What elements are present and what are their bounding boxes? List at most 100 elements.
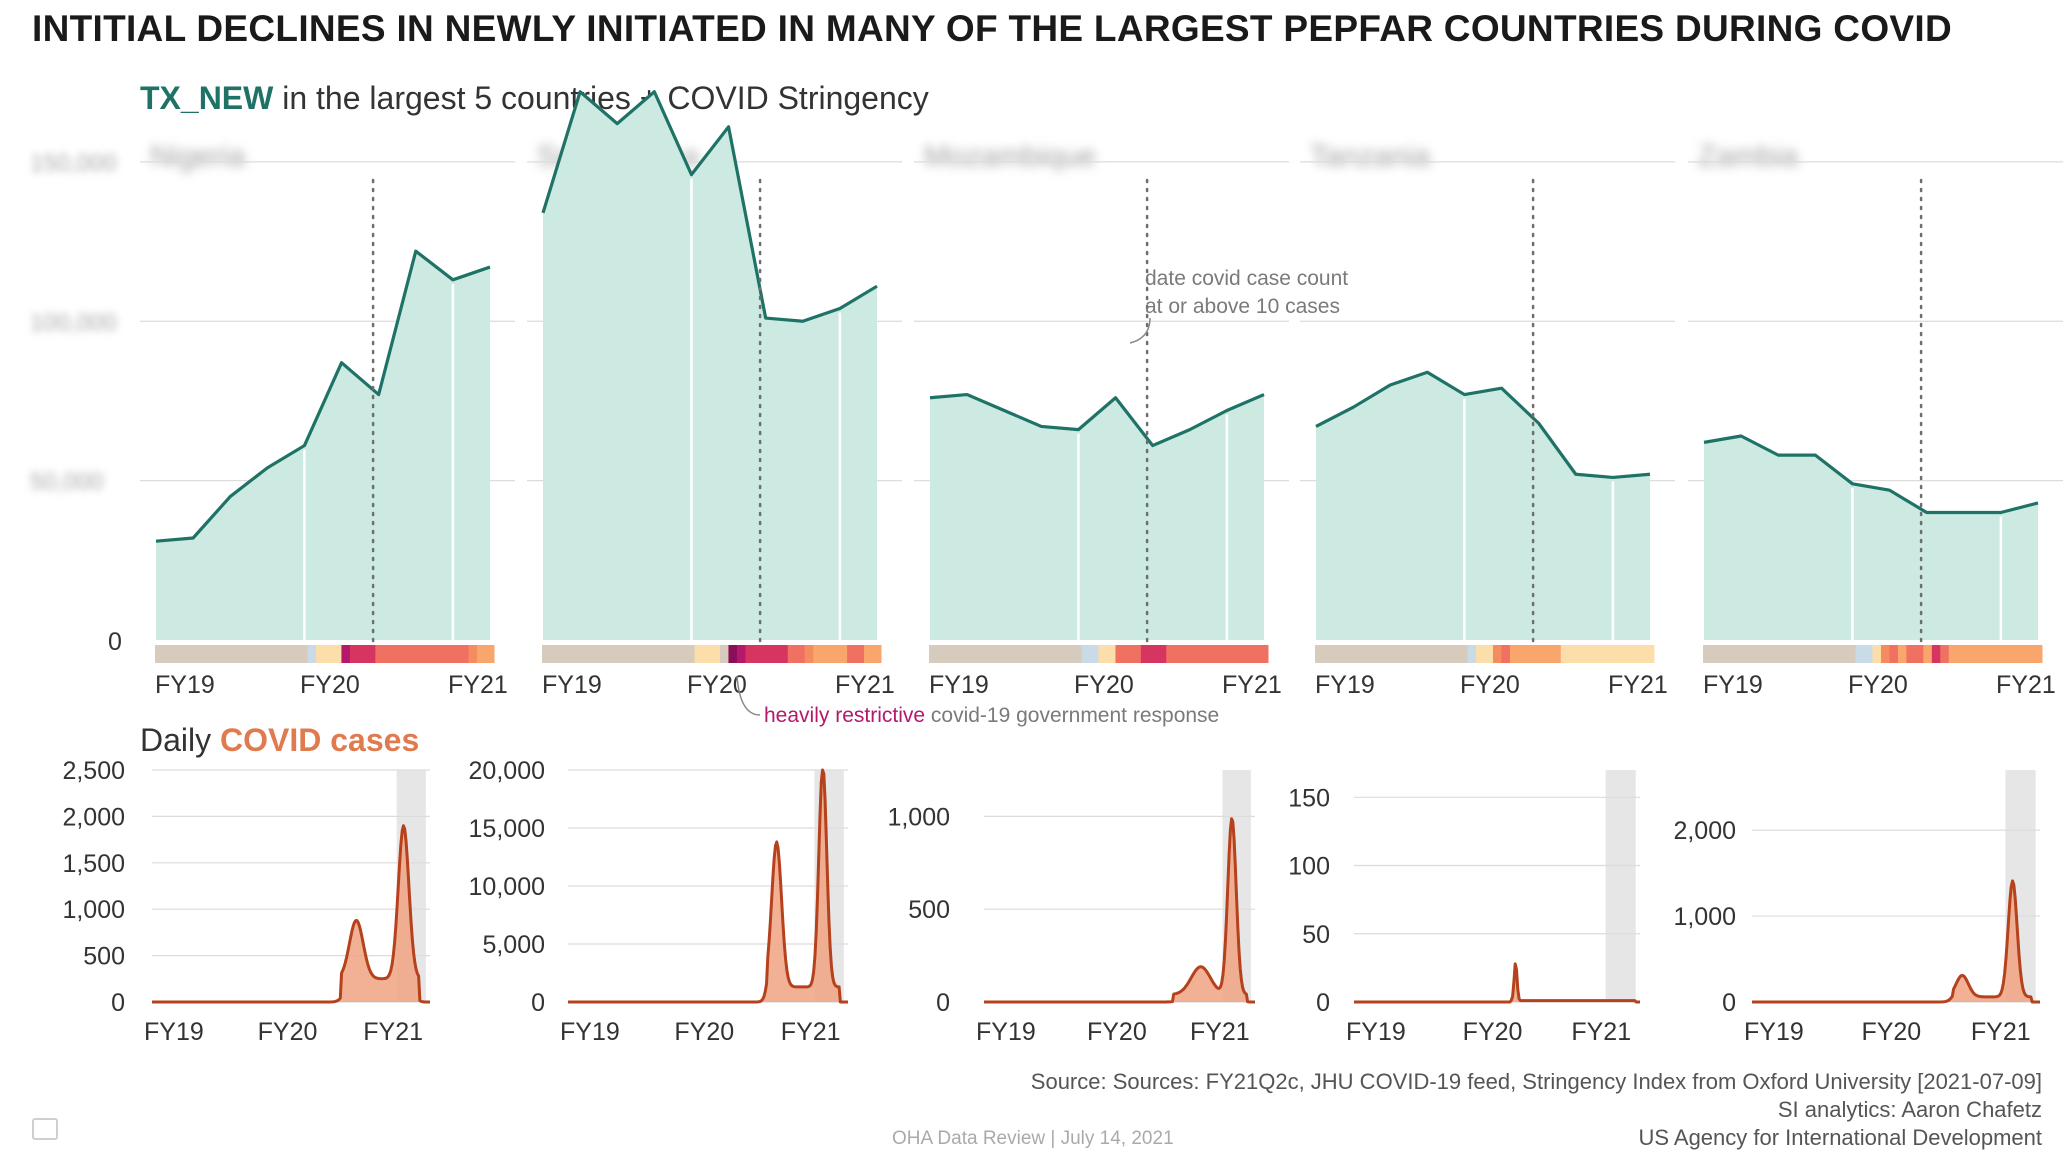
x-tick-label: FY20 xyxy=(258,1018,318,1046)
stringency-cell xyxy=(171,645,181,663)
stringency-cell xyxy=(1106,645,1116,663)
y-tick-label: 2,000 xyxy=(1673,817,1736,845)
daily-covid-subtitle: Daily COVID cases xyxy=(140,722,419,759)
stringency-cell xyxy=(2016,645,2026,663)
stringency-cell xyxy=(567,645,577,663)
stringency-cell xyxy=(703,645,712,663)
country-label: Nigeria xyxy=(150,140,245,173)
stringency-cell xyxy=(847,645,857,663)
stringency-cell xyxy=(1838,645,1848,663)
stringency-cell xyxy=(1620,645,1630,663)
stringency-annotation: heavily restrictive covid-19 government … xyxy=(764,704,1219,727)
stringency-cell xyxy=(434,645,444,663)
country-label: Mozambique xyxy=(924,140,1096,173)
y-tick-label: 50 xyxy=(1302,921,1330,949)
stringency-cell xyxy=(1753,645,1763,663)
x-tick-label: FY20 xyxy=(1074,671,1134,699)
stringency-cell xyxy=(643,645,653,663)
y-tick-label: 15,000 xyxy=(469,815,545,843)
stringency-cell xyxy=(1348,645,1358,663)
stringency-cell xyxy=(1365,645,1375,663)
y-tick-label: 100 xyxy=(1288,853,1330,881)
stringency-cell xyxy=(358,645,368,663)
stringency-cell xyxy=(686,645,696,663)
x-tick-label: FY19 xyxy=(929,671,989,699)
stringency-cell xyxy=(1923,645,1933,663)
daily-cases-area xyxy=(984,818,1255,1002)
stringency-cell xyxy=(1174,645,1184,663)
stringency-cell xyxy=(1830,645,1840,663)
stringency-cell xyxy=(1796,645,1806,663)
x-tick-label: FY19 xyxy=(560,1018,620,1046)
stringency-cell xyxy=(971,645,981,663)
stringency-cell xyxy=(409,645,419,663)
stringency-cell xyxy=(762,645,772,663)
stringency-cell xyxy=(299,645,309,663)
stringency-cell xyxy=(163,645,173,663)
stringency-cell xyxy=(307,645,317,663)
x-tick-label: FY21 xyxy=(1571,1018,1631,1046)
stringency-cell xyxy=(954,645,964,663)
stringency-cell xyxy=(609,645,619,663)
stringency-cell xyxy=(1251,645,1261,663)
stringency-cell xyxy=(626,645,636,663)
stringency-cell xyxy=(1965,645,1975,663)
stringency-cell xyxy=(265,645,275,663)
stringency-cell xyxy=(290,645,300,663)
stringency-cell xyxy=(1340,645,1350,663)
y-tick-label: 1,000 xyxy=(62,896,125,924)
y-tick-label: 0 xyxy=(111,989,125,1017)
daily-cases-line xyxy=(151,824,431,1004)
tx-panel-mozambique: Mozambique FY19 FY20 FY21 xyxy=(914,140,1289,699)
stringency-cell xyxy=(864,645,874,663)
stringency-cell xyxy=(601,645,611,663)
stringency-cell xyxy=(550,645,560,663)
stringency-cell xyxy=(1728,645,1738,663)
stringency-cell xyxy=(1526,645,1536,663)
x-tick-label: FY20 xyxy=(687,671,747,699)
stringency-cell xyxy=(736,645,746,663)
stringency-cell xyxy=(677,645,687,663)
stringency-cell xyxy=(349,645,359,663)
stringency-cell xyxy=(1711,645,1721,663)
x-tick-label: FY20 xyxy=(300,671,360,699)
stringency-cell xyxy=(1948,645,1958,663)
stringency-cell xyxy=(1183,645,1193,663)
stringency-cell xyxy=(652,645,662,663)
y-tick-label: 0 xyxy=(108,628,122,656)
stringency-cell xyxy=(1787,645,1797,663)
logo-icon xyxy=(32,1118,58,1140)
stringency-cell xyxy=(669,645,679,663)
stringency-cell xyxy=(1906,645,1916,663)
stringency-cell xyxy=(575,645,585,663)
stringency-cell xyxy=(1217,645,1227,663)
stringency-cell xyxy=(1157,645,1167,663)
stringency-cell xyxy=(1225,645,1235,663)
footer-text: OHA Data Review | July 14, 2021 xyxy=(892,1128,1174,1149)
daily-cases-area xyxy=(152,825,430,1002)
x-tick-label: FY20 xyxy=(1861,1018,1921,1046)
y-tick-label: 20,000 xyxy=(469,757,545,785)
stringency-cell xyxy=(214,645,224,663)
stringency-cell xyxy=(1645,645,1655,663)
stringency-cell xyxy=(239,645,249,663)
stringency-cell xyxy=(451,645,461,663)
stringency-cell xyxy=(1047,645,1057,663)
stringency-cell xyxy=(1030,645,1040,663)
x-tick-label: FY21 xyxy=(448,671,508,699)
stringency-cell xyxy=(1719,645,1729,663)
stringency-cell xyxy=(635,645,645,663)
daily-cases-area xyxy=(568,770,848,1002)
stringency-cell xyxy=(1543,645,1553,663)
stringency-cell xyxy=(796,645,806,663)
x-tick-label: FY19 xyxy=(155,671,215,699)
y-tick-label: 1,000 xyxy=(1673,903,1736,931)
daily-cases-line xyxy=(1353,962,1641,1004)
stringency-cell xyxy=(1603,645,1613,663)
country-label: Tanzania xyxy=(1310,140,1430,173)
stringency-cell xyxy=(1880,645,1890,663)
stringency-cell xyxy=(1611,645,1621,663)
y-tick-label-blurred: 100,000 xyxy=(30,309,117,336)
stringency-cell xyxy=(1090,645,1099,663)
y-tick-label: 0 xyxy=(936,989,950,1017)
